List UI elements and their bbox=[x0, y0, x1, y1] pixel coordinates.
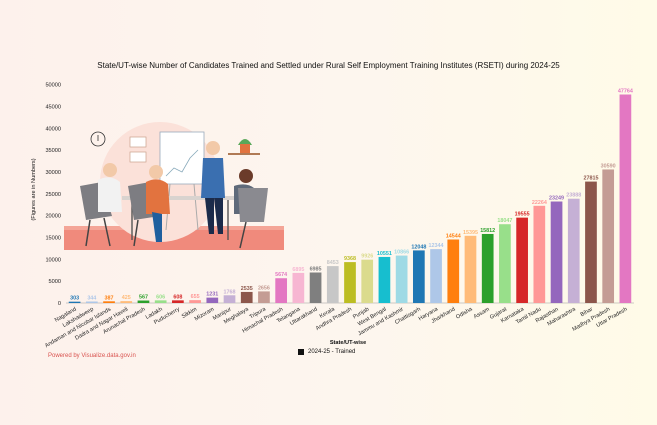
legend-swatch bbox=[298, 349, 304, 355]
bar[interactable] bbox=[585, 181, 597, 303]
y-tick-label: 35000 bbox=[45, 148, 61, 154]
data-label: 10551 bbox=[377, 251, 392, 257]
bar[interactable] bbox=[516, 217, 528, 303]
data-label: 655 bbox=[191, 294, 200, 300]
y-axis-label: (Figures are in Numbers) bbox=[31, 158, 37, 220]
data-label: 303 bbox=[70, 296, 79, 302]
data-label: 2656 bbox=[258, 285, 270, 291]
data-label: 15395 bbox=[463, 230, 478, 236]
bar[interactable] bbox=[326, 266, 339, 303]
legend-label: 2024-25 - Trained bbox=[308, 349, 356, 355]
data-label: 9368 bbox=[344, 256, 356, 262]
bar[interactable] bbox=[344, 262, 356, 303]
data-label: 6895 bbox=[292, 267, 304, 273]
bar[interactable] bbox=[567, 198, 580, 303]
bar[interactable] bbox=[85, 301, 98, 303]
bar[interactable] bbox=[172, 300, 184, 303]
bar[interactable] bbox=[103, 301, 115, 303]
bar[interactable] bbox=[189, 300, 201, 303]
powered-by-credit[interactable]: Powered by Visualize.data.gov.in bbox=[48, 353, 136, 359]
data-label: 425 bbox=[122, 295, 131, 301]
bar[interactable] bbox=[619, 94, 632, 304]
x-axis-label: State/UT-wise bbox=[330, 340, 366, 346]
data-label: 23888 bbox=[566, 193, 581, 199]
data-label: 606 bbox=[156, 294, 165, 300]
office-meeting-illustration bbox=[64, 122, 284, 250]
bar[interactable] bbox=[154, 300, 167, 303]
data-label: 2535 bbox=[241, 286, 253, 292]
data-label: 5674 bbox=[275, 272, 287, 278]
y-tick-label: 25000 bbox=[45, 192, 61, 198]
bar[interactable] bbox=[430, 249, 442, 303]
data-label: 14544 bbox=[446, 234, 461, 240]
data-label: 6985 bbox=[310, 267, 322, 273]
x-tick-label: Assam bbox=[473, 306, 491, 320]
y-tick-label: 20000 bbox=[45, 214, 61, 220]
data-label: 23249 bbox=[549, 196, 564, 202]
bar[interactable] bbox=[395, 255, 408, 303]
x-tick-label: Bihar bbox=[580, 306, 594, 318]
data-label: 387 bbox=[105, 295, 114, 301]
data-label: 10866 bbox=[394, 250, 409, 256]
bar[interactable] bbox=[533, 205, 546, 303]
bar[interactable] bbox=[68, 301, 81, 303]
bar[interactable] bbox=[412, 250, 425, 303]
y-tick-label: 50000 bbox=[45, 83, 61, 89]
data-label: 22264 bbox=[532, 200, 547, 206]
y-tick-label: 5000 bbox=[49, 279, 61, 285]
y-tick-label: 15000 bbox=[45, 236, 61, 242]
x-tick-label: Mizoram bbox=[194, 306, 216, 322]
data-label: 12344 bbox=[429, 243, 444, 249]
bar[interactable] bbox=[206, 297, 219, 303]
data-label: 47764 bbox=[618, 88, 633, 94]
bar[interactable] bbox=[378, 256, 391, 303]
y-tick-label: 40000 bbox=[45, 126, 61, 132]
bar[interactable] bbox=[550, 201, 563, 303]
bar[interactable] bbox=[292, 272, 305, 303]
data-label: 12048 bbox=[411, 244, 426, 250]
y-tick-label: 0 bbox=[58, 301, 61, 307]
bar[interactable] bbox=[499, 224, 511, 303]
bar[interactable] bbox=[602, 169, 615, 303]
bar[interactable] bbox=[481, 233, 494, 303]
data-label: 15812 bbox=[480, 228, 495, 234]
chart-legend[interactable]: 2024-25 - Trained bbox=[298, 349, 355, 355]
x-tick-label: Odisha bbox=[455, 306, 474, 321]
data-label: 608 bbox=[173, 294, 182, 300]
data-label: 8453 bbox=[327, 260, 339, 266]
data-label: 1768 bbox=[224, 289, 236, 295]
data-label: 18047 bbox=[497, 218, 512, 224]
bar[interactable] bbox=[464, 235, 477, 303]
y-tick-label: 10000 bbox=[45, 257, 61, 263]
x-tick-label: Andaman and Nicobar Islands bbox=[44, 306, 112, 349]
data-label: 344 bbox=[87, 295, 96, 301]
data-label: 567 bbox=[139, 295, 148, 301]
data-label: 1231 bbox=[206, 292, 218, 298]
bar[interactable] bbox=[447, 239, 460, 303]
bar[interactable] bbox=[223, 295, 236, 303]
data-label: 9926 bbox=[361, 254, 373, 260]
bar[interactable] bbox=[309, 272, 322, 303]
bar[interactable] bbox=[258, 291, 270, 303]
bar[interactable] bbox=[120, 301, 133, 303]
data-label: 30590 bbox=[601, 163, 616, 169]
bar[interactable] bbox=[361, 259, 374, 303]
bar[interactable] bbox=[137, 300, 150, 303]
data-label: 27815 bbox=[583, 176, 598, 182]
chart-title: State/UT-wise Number of Candidates Train… bbox=[97, 61, 560, 70]
y-tick-label: 45000 bbox=[45, 105, 61, 111]
bar[interactable] bbox=[240, 291, 253, 303]
data-label: 19555 bbox=[515, 212, 530, 218]
y-tick-label: 30000 bbox=[45, 170, 61, 176]
bar[interactable] bbox=[275, 278, 288, 303]
